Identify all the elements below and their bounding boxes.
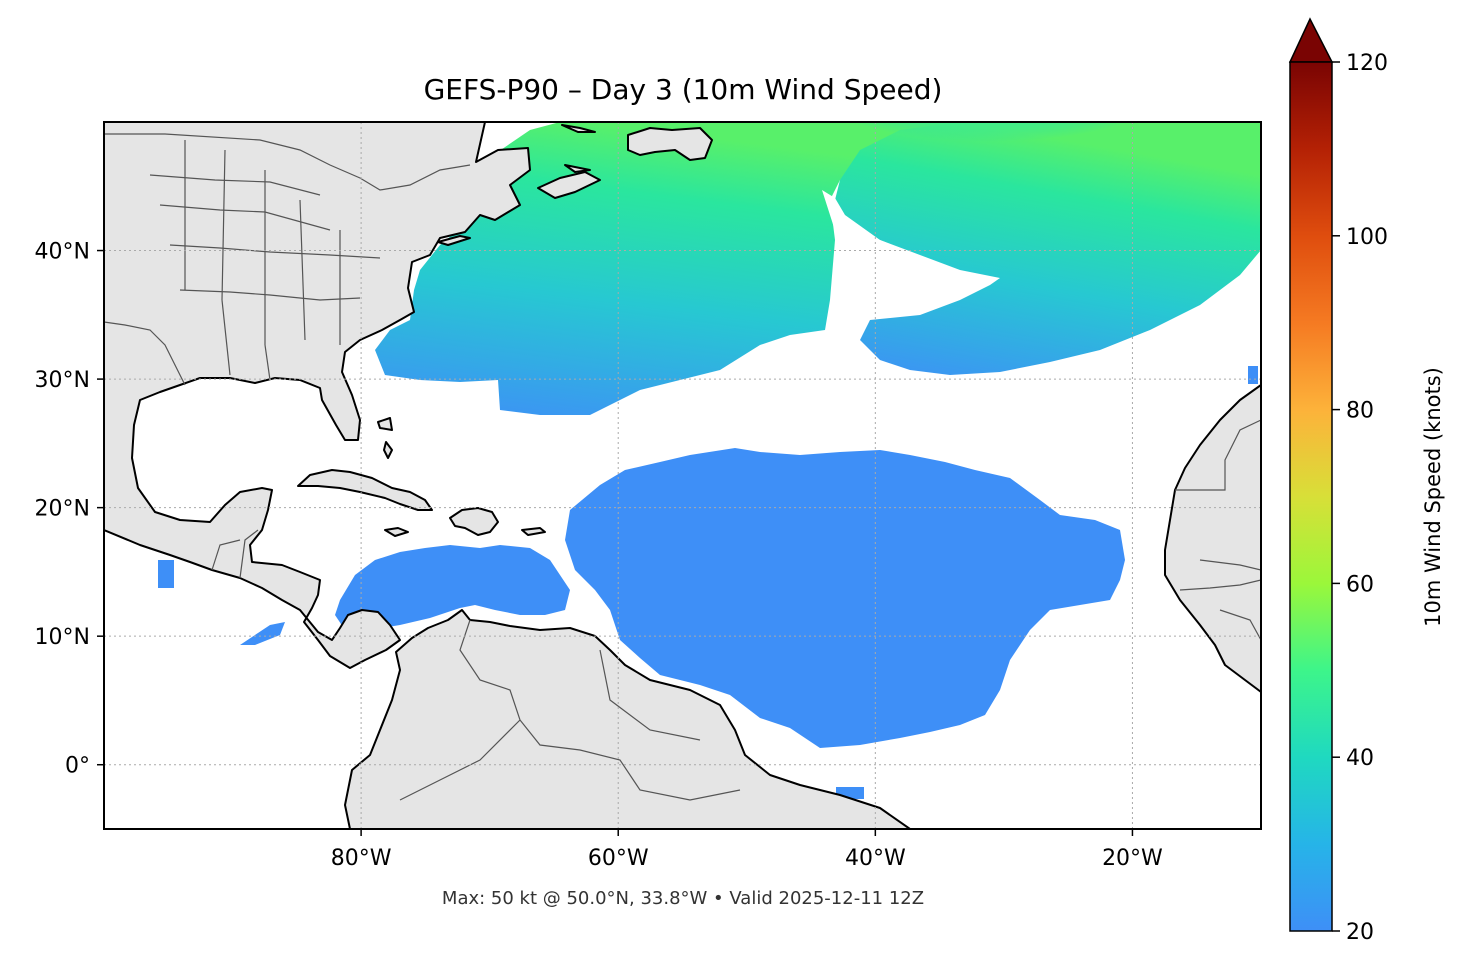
colorbar-extend-arrow [1288, 17, 1334, 63]
map-panel [104, 122, 1261, 829]
wind-field [104, 122, 1261, 799]
lon-tick-label: 20°W [1102, 846, 1163, 871]
colorbar: 20 40 60 80 100 120 10m Wind Speed (knots) [1288, 17, 1445, 945]
land-cuba [297, 469, 433, 511]
lon-tick-label: 40°W [845, 846, 906, 871]
colorbar-ticks: 20 40 60 80 100 120 [1332, 51, 1388, 945]
lat-tick-label: 0° [65, 754, 90, 779]
border-states-b [184, 140, 341, 381]
latitude-axis: 40°N 30°N 20°N 10°N 0° [35, 240, 104, 779]
border-africa [1175, 419, 1261, 641]
wind-region-trades [565, 448, 1125, 748]
map-footer: Max: 50 kt @ 50.0°N, 33.8°W • Valid 2025… [442, 888, 924, 909]
land-jamaica [384, 527, 409, 537]
land-bahamas [383, 441, 393, 459]
land-pei [564, 164, 591, 173]
colorbar-tick-label: 40 [1346, 746, 1374, 771]
lat-tick-label: 40°N [35, 240, 90, 265]
wind-patch [240, 622, 285, 645]
colorbar-gradient [1289, 61, 1333, 932]
land-north-america [104, 122, 531, 669]
land-anticosti [561, 124, 596, 133]
colorbar-tick-label: 80 [1346, 399, 1374, 424]
land-puerto-rico [521, 527, 546, 536]
colorbar-tick-label: 20 [1346, 920, 1374, 945]
map-frame [103, 121, 1262, 830]
border-us-mexico [104, 321, 186, 386]
border-states-a [149, 174, 381, 301]
lat-tick-label: 10°N [35, 625, 90, 650]
border-us-canada [104, 133, 471, 191]
colorbar-label: 10m Wind Speed (knots) [1421, 367, 1445, 627]
border-central-america [211, 529, 259, 579]
lon-tick-label: 60°W [588, 846, 649, 871]
colorbar-tick-label: 60 [1346, 572, 1374, 597]
land [104, 122, 1261, 829]
wind-max-core [820, 122, 1160, 190]
land-south-america [344, 609, 911, 829]
wind-patch [1248, 366, 1258, 384]
longitude-axis: 80°W 60°W 40°W 20°W [331, 829, 1163, 871]
colorbar-tick-label: 120 [1346, 51, 1388, 76]
borders [104, 133, 1261, 801]
wind-patch [158, 560, 174, 588]
land-newfoundland [627, 127, 713, 161]
wind-region-caribbean [335, 545, 570, 630]
lat-tick-label: 20°N [35, 497, 90, 522]
land-long-island [437, 235, 471, 246]
lat-tick-label: 30°N [35, 368, 90, 393]
land-bahamas [377, 417, 393, 431]
map-title: GEFS-P90 – Day 3 (10m Wind Speed) [424, 73, 943, 106]
border-south-america [399, 619, 741, 801]
lon-tick-label: 80°W [331, 846, 392, 871]
colorbar-tick-label: 100 [1346, 225, 1388, 250]
land-hispaniola [449, 507, 499, 536]
land-nova-scotia [537, 171, 601, 199]
